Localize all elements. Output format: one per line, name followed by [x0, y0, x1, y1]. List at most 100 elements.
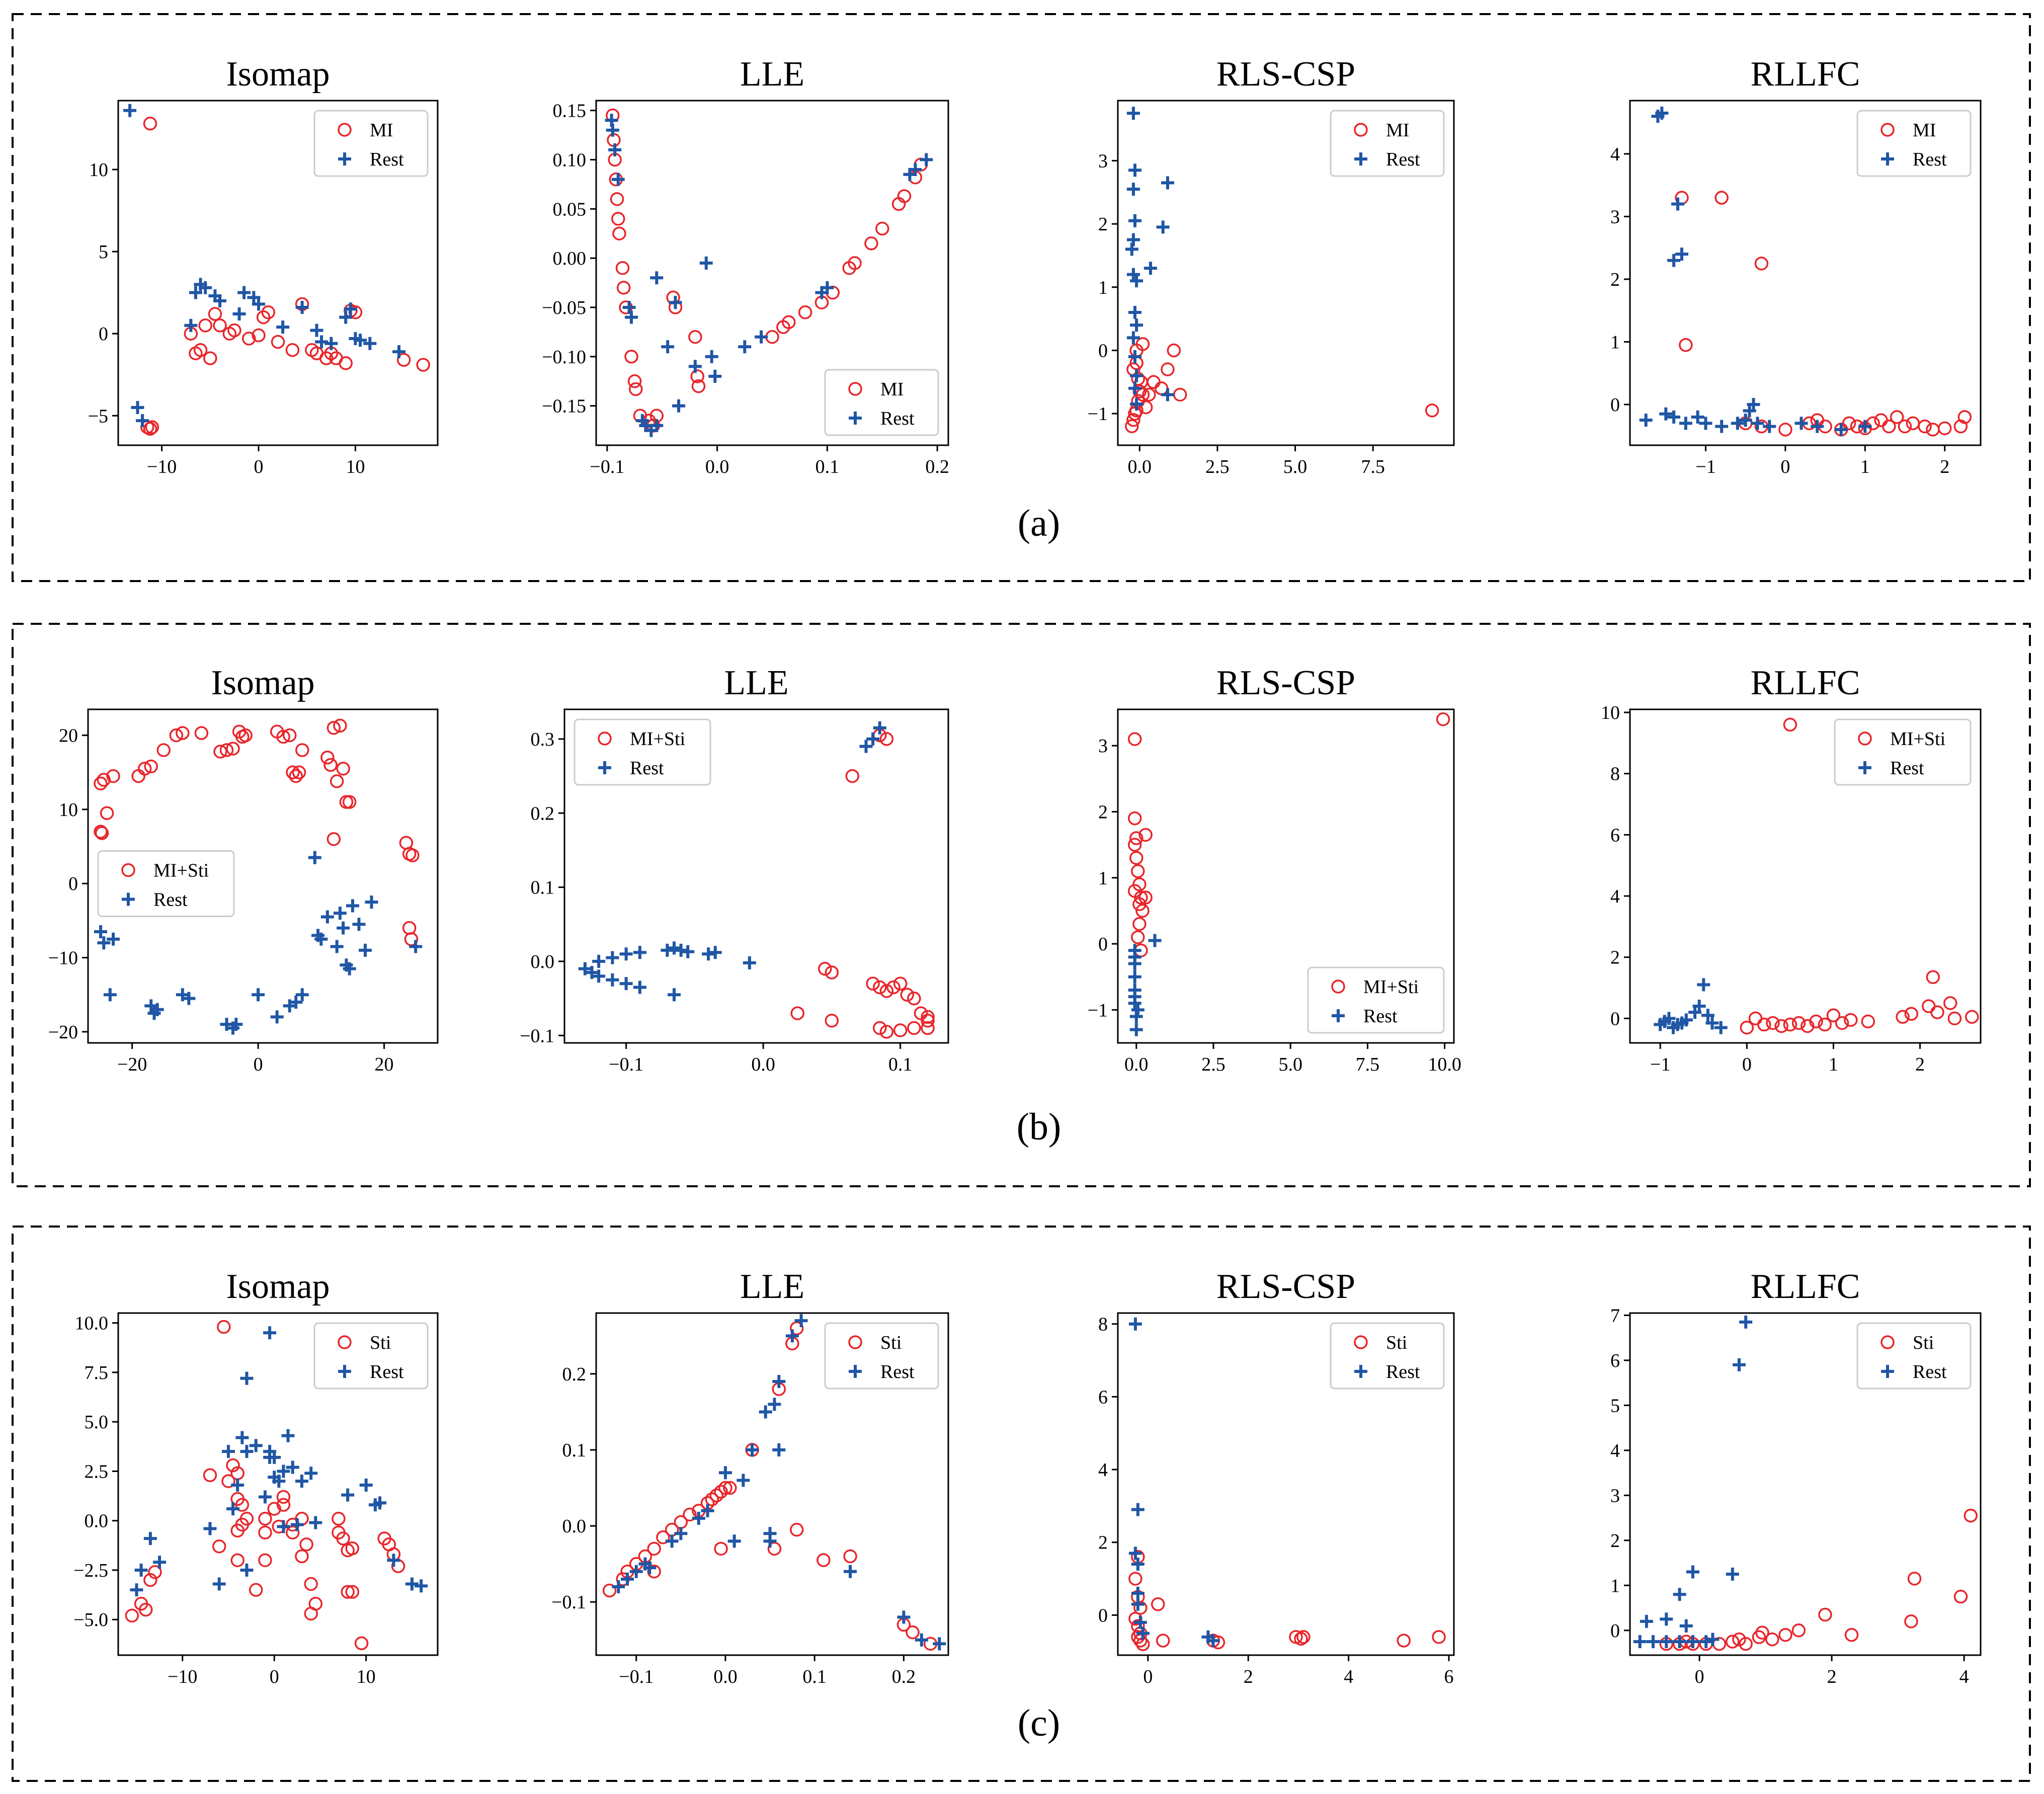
y-tick-label: 4	[1610, 886, 1620, 907]
data-point	[665, 1534, 679, 1548]
data-point	[1964, 1508, 1978, 1523]
x-tick-label: 2.5	[1205, 456, 1230, 477]
data-point	[1151, 1597, 1165, 1611]
x-tick-label: −0.1	[609, 1054, 643, 1075]
data-point	[1731, 417, 1744, 430]
legend-marker-circle	[121, 863, 135, 877]
data-point	[1890, 410, 1904, 424]
data-point	[585, 966, 599, 980]
data-point	[1699, 417, 1712, 430]
y-tick-label: 0.0	[562, 1516, 587, 1537]
legend: MI+Sti Rest	[1307, 966, 1445, 1034]
data-point	[226, 1502, 240, 1516]
data-point	[247, 291, 261, 304]
data-point	[271, 335, 285, 349]
data-point	[1699, 1635, 1713, 1649]
data-point	[794, 1314, 808, 1328]
data-point	[184, 318, 198, 332]
data-point	[94, 776, 108, 791]
data-point	[97, 773, 111, 787]
data-point	[131, 400, 144, 414]
data-point	[409, 940, 423, 953]
y-tick-label: 3	[1098, 150, 1108, 172]
series-sti	[1128, 1550, 1446, 1652]
data-point	[1296, 1630, 1311, 1644]
data-point	[392, 345, 406, 359]
data-point	[237, 286, 251, 299]
data-point	[643, 1561, 657, 1575]
data-point	[1127, 811, 1142, 826]
series-mi-sti	[94, 718, 420, 946]
data-point	[1129, 831, 1143, 845]
data-point	[1129, 1010, 1143, 1023]
data-point	[612, 226, 626, 240]
y-tick-label: 7.5	[85, 1362, 109, 1383]
y-tick-label: 2.5	[85, 1461, 109, 1482]
series-sti	[1659, 1508, 1978, 1651]
data-point	[304, 1577, 318, 1591]
y-tick-label: 3	[1610, 206, 1620, 227]
data-point	[1129, 851, 1143, 865]
series-mi-sti	[1740, 717, 1979, 1035]
x-tick-label: 2.5	[1201, 1054, 1225, 1075]
data-point	[1896, 1010, 1910, 1024]
data-point	[333, 907, 347, 920]
data-point	[1783, 1017, 1797, 1032]
legend: Sti Rest	[1330, 1322, 1445, 1390]
data-point	[647, 1541, 661, 1556]
data-point	[688, 360, 702, 373]
data-point	[1127, 838, 1142, 852]
data-point	[240, 1371, 254, 1385]
data-point	[897, 189, 912, 203]
axes-frame	[563, 708, 949, 1044]
legend-label: Rest	[370, 149, 404, 170]
data-point	[193, 343, 208, 357]
data-point	[1907, 1572, 1922, 1586]
x-tick-label: 0.1	[888, 1054, 913, 1075]
x-tick-label: 0	[1143, 1666, 1153, 1687]
x-tick-label: 4	[1344, 1666, 1353, 1687]
series-rest	[130, 1326, 428, 1597]
legend-label: MI	[880, 379, 904, 400]
data-point	[212, 1539, 226, 1554]
y-tick-label: −10	[48, 948, 78, 969]
data-point	[336, 762, 350, 776]
data-point	[848, 256, 862, 270]
data-point	[656, 1530, 670, 1544]
data-point	[131, 769, 145, 783]
data-point	[825, 1014, 839, 1028]
data-point	[1739, 414, 1752, 427]
x-tick-label: 2	[1915, 1054, 1925, 1075]
legend: Sti Rest	[1856, 1322, 1972, 1390]
data-point	[221, 1474, 235, 1488]
y-tick-label: 3	[1610, 1485, 1620, 1506]
x-tick-label: 4	[1959, 1666, 1969, 1687]
data-point	[709, 1488, 723, 1503]
data-point	[1732, 1358, 1746, 1371]
data-point	[1811, 420, 1824, 433]
chart-2-2: RLS-CSP 0 2 4 6 0 2 4 6 8 Sti Rest	[1098, 1267, 1455, 1687]
data-point	[405, 1577, 419, 1591]
data-point	[616, 281, 631, 295]
legend: MI Rest	[313, 110, 429, 177]
data-point	[1842, 416, 1856, 431]
data-point	[365, 895, 378, 909]
data-point	[1926, 423, 1940, 437]
y-tick-label: 0	[1098, 340, 1108, 361]
y-tick-label: 8	[1098, 1314, 1108, 1335]
data-point	[1791, 1623, 1806, 1638]
data-point	[818, 961, 832, 976]
data-point	[240, 1445, 254, 1458]
data-point	[1138, 400, 1153, 415]
data-point	[1639, 414, 1653, 427]
data-point	[332, 1512, 346, 1526]
data-point	[1131, 1003, 1144, 1017]
x-tick-label: 0	[254, 456, 264, 477]
data-point	[169, 728, 184, 743]
data-point	[1686, 1635, 1699, 1649]
data-point	[763, 1534, 777, 1548]
data-point	[100, 806, 114, 821]
y-tick-label: 0	[1098, 934, 1108, 955]
data-point	[1858, 420, 1872, 433]
data-point	[1740, 1020, 1754, 1035]
